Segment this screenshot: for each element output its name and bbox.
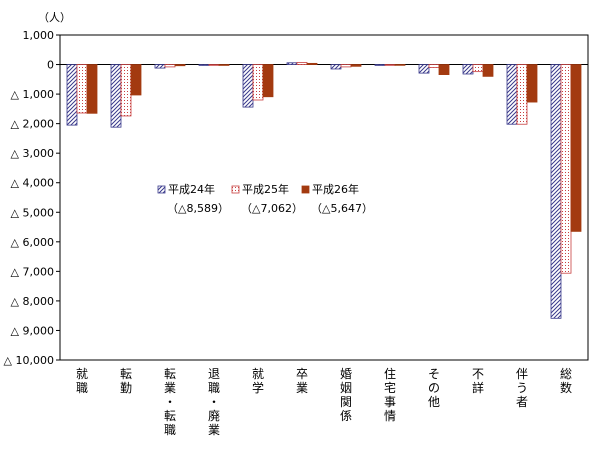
y-tick-label: △ 6,000 [11, 236, 54, 249]
x-tick-label: 伴う者 [516, 367, 528, 409]
x-tick-label: 卒業 [296, 367, 308, 395]
bar-1-9 [418, 64, 430, 74]
y-tick-label: △ 1,000 [11, 88, 54, 101]
bar-1-6 [286, 62, 298, 65]
x-tick-label: 就学 [252, 367, 264, 395]
legend-label: 平成26年 [312, 182, 359, 196]
y-tick-label: △ 3,000 [11, 147, 54, 160]
y-tick-label: △ 10,000 [4, 354, 54, 367]
bar-3-2 [130, 64, 142, 96]
bar-1-3 [154, 64, 166, 69]
bar-2-5 [252, 64, 264, 101]
x-tick-label: 不詳 [472, 367, 484, 395]
legend-label: 平成25年 [242, 182, 289, 196]
bar-3-3 [174, 64, 186, 67]
plot-frame [59, 34, 589, 361]
bar-1-10 [462, 64, 474, 75]
bar-3-11 [526, 64, 538, 103]
x-tick-label: その他 [428, 367, 440, 409]
bar-1-5 [242, 64, 254, 108]
x-tick-label: 転勤 [120, 367, 132, 395]
x-tick-label: 住宅事情 [384, 367, 396, 423]
bar-2-7 [340, 64, 352, 68]
bar-1-7 [330, 64, 342, 70]
y-axis-ticks: 1,000 0 △ 1,000 △ 2,000 △ 3,000 △ 4,000 △ 5,00… [4, 29, 60, 367]
bar-3-4 [218, 64, 230, 66]
bar-3-12 [570, 64, 582, 232]
legend-label: 平成24年 [168, 182, 215, 196]
y-tick-label: △ 5,000 [11, 206, 54, 219]
bar-3-10 [482, 64, 494, 77]
bar-3-8 [394, 64, 406, 66]
x-tick-label: 総数 [560, 367, 572, 395]
legend-total: （△7,062） [241, 202, 303, 215]
y-tick-label: △ 7,000 [11, 265, 54, 278]
legend-total: （△5,647） [311, 202, 373, 215]
bar-2-12 [560, 64, 572, 274]
y-tick-label: △ 2,000 [11, 118, 54, 131]
bar-3-7 [350, 64, 362, 67]
bar-1-1 [66, 64, 78, 126]
y-unit-label: （人） [38, 11, 71, 24]
y-tick-label: 0 [47, 59, 54, 72]
bar-3-5 [262, 64, 274, 98]
legend-swatch [231, 185, 240, 194]
bar-1-8 [374, 64, 386, 66]
bar-2-8 [384, 64, 396, 66]
y-tick-label: △ 4,000 [11, 177, 54, 190]
x-tick-label: 転業・転職 [164, 367, 176, 437]
x-axis-labels: 就職 転勤 転業・転職 退職・廃業 就学 卒業 婚姻関係 住宅事情 その他 不詳 伴う者 総数 [76, 367, 572, 437]
legend-swatch [301, 185, 310, 194]
bar-1-11 [506, 64, 518, 125]
bar-3-6 [306, 62, 318, 65]
legend-swatch [157, 185, 166, 194]
bar-3-1 [86, 64, 98, 114]
y-tick-label: △ 9,000 [11, 324, 54, 337]
bar-2-3 [164, 64, 176, 68]
legend-total: （△8,589） [167, 202, 229, 215]
x-tick-label: 婚姻関係 [340, 367, 352, 423]
bar-1-12 [550, 64, 562, 319]
bar-2-6 [296, 62, 308, 65]
bar-2-10 [472, 64, 484, 73]
legend: 平成24年 （△8,589） 平成25年 （△7,062） 平成26年 （△5,647） [157, 182, 373, 215]
bar-2-1 [76, 64, 88, 114]
x-tick-label: 就職 [76, 367, 88, 395]
bars [66, 62, 582, 319]
plot-area [59, 34, 589, 361]
bar-3-9 [438, 64, 450, 75]
bar-1-2 [110, 64, 122, 128]
bar-2-4 [208, 64, 220, 66]
y-tick-label: 1,000 [23, 29, 55, 42]
x-tick-label: 退職・廃業 [208, 367, 220, 437]
bar-2-11 [516, 64, 528, 125]
bar-2-9 [428, 64, 440, 68]
y-tick-label: △ 8,000 [11, 295, 54, 308]
bar-1-4 [198, 64, 210, 66]
bar-2-2 [120, 64, 132, 117]
